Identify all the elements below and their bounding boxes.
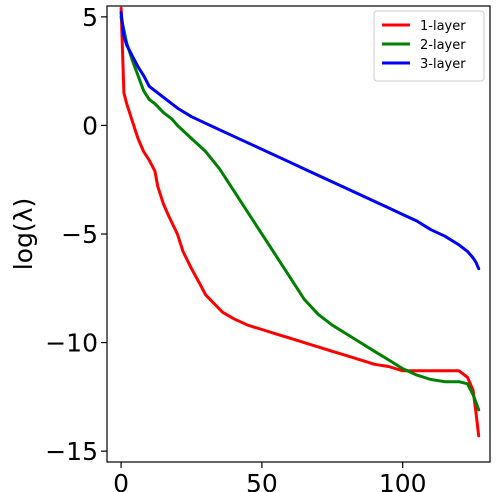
legend-label: 1-layer — [420, 19, 466, 34]
legend-label: 2-layer — [420, 38, 466, 53]
y-tick-label: 5 — [82, 3, 98, 32]
legend-label: 3-layer — [420, 57, 466, 72]
series-line-3-layer — [119, 11, 481, 271]
y-axis: 5 0 −5 −10 −15 — [45, 3, 107, 466]
x-tick-label: 100 — [379, 469, 427, 492]
series-line-1-layer — [119, 6, 481, 438]
plot-area — [119, 6, 481, 438]
y-tick-label: 0 — [82, 111, 98, 140]
y-tick-label: −5 — [61, 220, 98, 249]
x-tick-label: 50 — [246, 469, 278, 492]
legend: 1-layer 2-layer 3-layer — [373, 10, 485, 82]
y-tick-label: −10 — [45, 329, 98, 358]
series-line-2-layer — [119, 15, 481, 412]
x-axis: 0 50 100 — [113, 462, 427, 492]
y-tick-label: −15 — [45, 437, 98, 466]
y-axis-label: log(λ) — [9, 198, 38, 270]
x-tick-label: 0 — [113, 469, 129, 492]
